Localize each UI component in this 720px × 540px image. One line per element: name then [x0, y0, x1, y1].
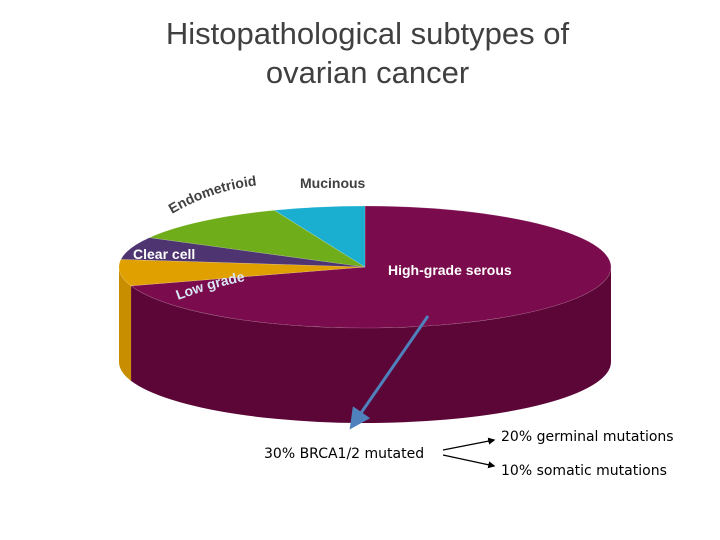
germinal-arrow — [442, 437, 496, 451]
side-high-grade-serous — [131, 267, 611, 423]
annotation-germinal-mutations: 20% germinal mutations — [501, 429, 674, 445]
label-clear-cell: Clear cell — [133, 246, 195, 262]
label-high-grade-serous: High-grade serous — [388, 262, 512, 278]
slice-endometrioid — [148, 209, 366, 268]
label-endometrioid: Endometrioid — [166, 172, 258, 216]
slice-high-grade-serous — [130, 205, 612, 329]
brca-arrow — [349, 315, 430, 430]
pie-slices — [118, 205, 612, 329]
somatic-arrow — [442, 454, 496, 469]
chart-title-line-2: ovarian cancer — [265, 55, 470, 90]
label-mucinous: Mucinous — [300, 175, 366, 191]
slice-low-grade — [118, 259, 366, 287]
chart-title: Histopathological subtypes of ovarian ca… — [0, 14, 720, 92]
side-low-grade — [119, 267, 132, 381]
slice-clear-cell — [120, 237, 366, 268]
annotation-brca-mutated: 30% BRCA1/2 mutated — [264, 446, 425, 462]
pie-sides — [119, 267, 611, 423]
slice-mucinous — [273, 205, 366, 268]
label-endometrioid-text: Endometrioid — [166, 172, 258, 216]
annotation-somatic-mutations: 10% somatic mutations — [501, 463, 667, 479]
chart-title-line-1: Histopathological subtypes of — [165, 16, 570, 51]
